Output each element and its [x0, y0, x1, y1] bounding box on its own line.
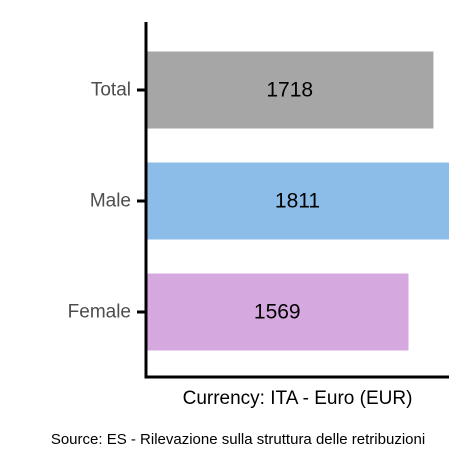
data-label-male: 1811: [275, 190, 320, 213]
data-label-female: 1569: [254, 301, 301, 324]
y-axis-ticks: Total Male Female: [68, 80, 146, 323]
bars-layer: 1718 1811 1569: [146, 51, 449, 351]
bar-female: [146, 273, 409, 351]
data-label-total: 1718: [266, 79, 313, 102]
y-tick-label-total: Total: [91, 80, 131, 101]
x-axis-title: Currency: ITA - Euro (EUR): [183, 388, 413, 409]
source-caption: Source: ES - Rilevazione sulla struttura…: [51, 431, 425, 448]
bar-total: [146, 51, 434, 129]
y-tick-label-male: Male: [90, 191, 131, 212]
bar-male: [146, 162, 449, 240]
y-tick-label-female: Female: [68, 302, 131, 323]
